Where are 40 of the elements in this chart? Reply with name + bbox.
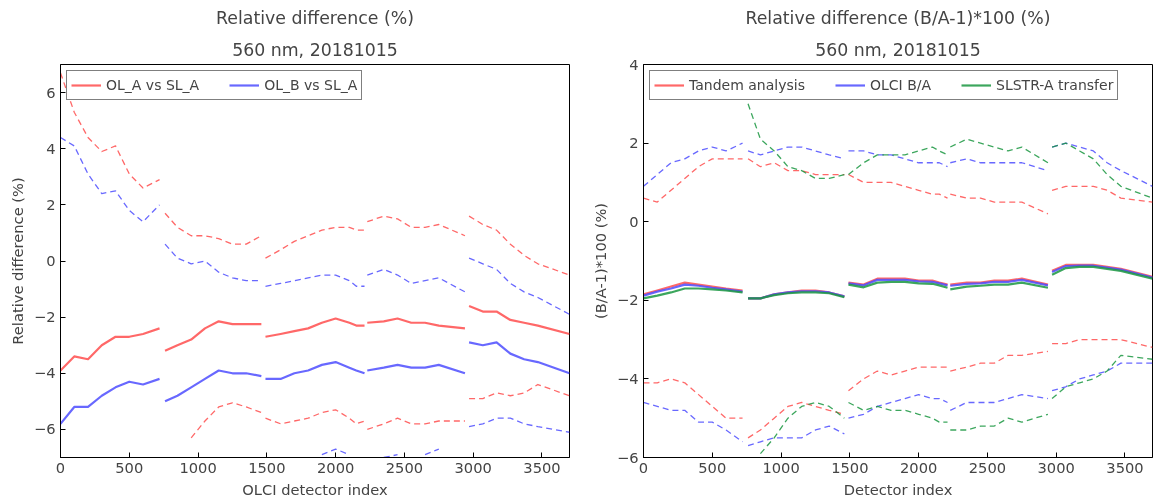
x-axis-title: OLCI detector index: [242, 480, 389, 498]
y-tick-label: −4: [33, 364, 56, 382]
y-tick-label: 4: [629, 55, 639, 73]
x-tick-label: 1000: [762, 458, 800, 476]
x-tick-label: 1500: [248, 458, 286, 476]
x-tick-label: 2000: [316, 458, 355, 476]
y-tick-label: 0: [46, 252, 56, 269]
y-tick-label: 4: [46, 139, 56, 157]
x-tick-label: 500: [698, 458, 727, 476]
chart-title: Relative difference (B/A-1)*100 (%): [745, 7, 1051, 28]
x-tick-label: 3000: [1037, 458, 1075, 476]
x-tick-label: 1000: [179, 458, 217, 476]
y-tick-label: −6: [616, 448, 639, 466]
x-tick-label: 3000: [454, 458, 492, 476]
chart-title: Relative difference (%): [216, 7, 414, 28]
x-tick-label: 3500: [1106, 458, 1144, 476]
y-tick-label: 2: [629, 134, 639, 152]
y-tick-label: 6: [46, 83, 56, 101]
y-tick-label: −2: [616, 291, 639, 309]
chart-subtitle: 560 nm, 20181015: [815, 39, 981, 60]
legend-label: OL_B vs SL_A: [264, 77, 358, 93]
chart-subtitle: 560 nm, 20181015: [232, 39, 398, 60]
x-tick-label: 500: [115, 458, 144, 476]
y-axis-title: (B/A-1)*100 (%): [591, 202, 609, 320]
x-tick-label: 2000: [899, 458, 938, 476]
y-axis-title: Relative difference (%): [8, 177, 26, 345]
y-tick-label: 2: [46, 195, 56, 213]
legend-label: OLCI B/A: [869, 77, 932, 93]
legend-label: SLSTR-A transfer: [996, 77, 1114, 93]
x-axis-title: Detector index: [843, 480, 953, 498]
legend-label: OL_A vs SL_A: [106, 77, 200, 93]
y-tick-label: −4: [616, 369, 639, 387]
x-tick-label: 3500: [523, 458, 561, 476]
y-tick-label: 0: [629, 212, 639, 230]
legend-label: Tandem analysis: [689, 77, 805, 93]
y-tick-label: −2: [33, 308, 56, 326]
x-tick-label: 2500: [385, 458, 424, 476]
x-tick-label: 1500: [831, 458, 869, 476]
x-tick-label: 2500: [968, 458, 1007, 476]
y-tick-label: −6: [33, 420, 56, 438]
